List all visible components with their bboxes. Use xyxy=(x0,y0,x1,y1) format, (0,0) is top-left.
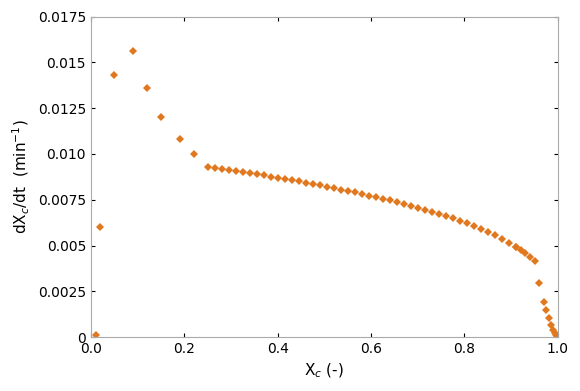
Y-axis label: dX$_c$/dt  (min$^{-1}$): dX$_c$/dt (min$^{-1}$) xyxy=(11,120,32,234)
X-axis label: X$_c$ (-): X$_c$ (-) xyxy=(304,362,345,380)
